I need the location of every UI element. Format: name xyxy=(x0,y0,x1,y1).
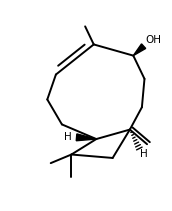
Polygon shape xyxy=(76,134,96,141)
Text: OH: OH xyxy=(145,35,161,45)
Text: H: H xyxy=(140,149,148,159)
Text: H: H xyxy=(64,132,71,142)
Polygon shape xyxy=(133,44,146,56)
